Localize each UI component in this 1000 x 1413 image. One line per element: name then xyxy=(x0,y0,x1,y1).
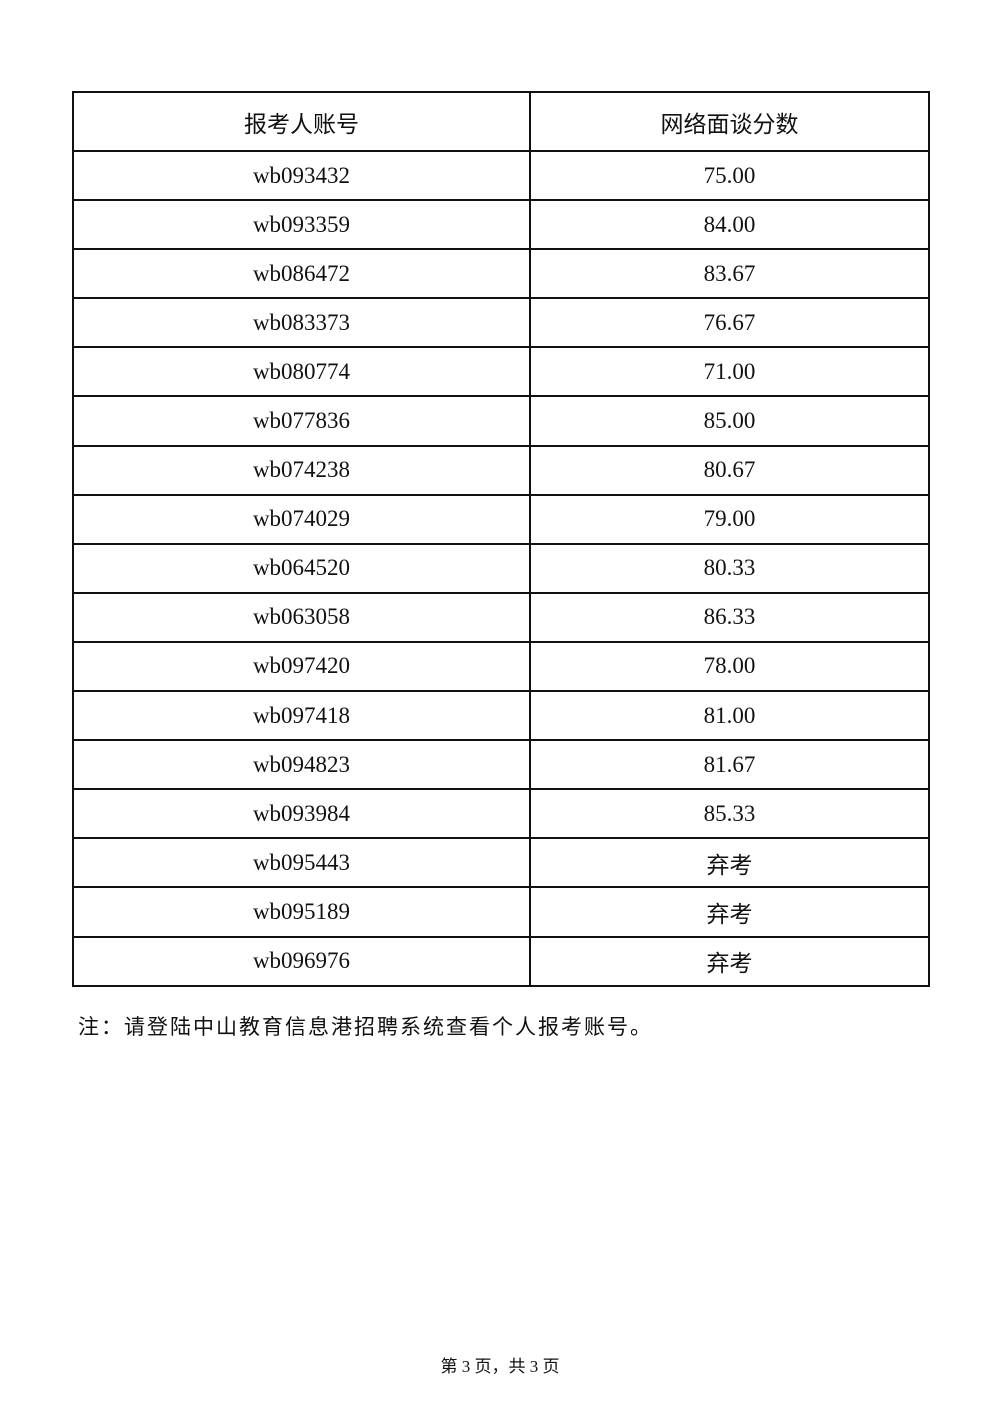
account-cell: wb074238 xyxy=(72,444,531,496)
account-cell: wb096976 xyxy=(72,935,531,987)
account-cell: wb095443 xyxy=(72,837,531,889)
score-table: 报考人账号 网络面谈分数 wb093432 75.00 wb093359 84.00 w… xyxy=(72,91,930,987)
table-row: wb074029 79.00 xyxy=(72,493,930,545)
account-cell: wb063058 xyxy=(72,591,531,643)
table-row: wb095443 弃考 xyxy=(72,837,930,889)
score-cell: 76.67 xyxy=(529,297,930,349)
score-cell: 86.33 xyxy=(529,591,930,643)
account-cell: wb080774 xyxy=(72,346,531,398)
table-row: wb063058 86.33 xyxy=(72,591,930,643)
score-cell: 78.00 xyxy=(529,640,930,693)
score-cell: 79.00 xyxy=(529,493,930,545)
account-cell: wb097418 xyxy=(72,690,531,742)
score-cell: 84.00 xyxy=(529,199,930,251)
account-cell: wb064520 xyxy=(72,542,531,594)
score-cell: 弃考 xyxy=(529,886,930,938)
table-row: wb064520 80.33 xyxy=(72,542,930,594)
header-score: 网络面谈分数 xyxy=(529,91,930,152)
account-cell: wb093984 xyxy=(72,788,531,840)
score-cell: 83.67 xyxy=(529,248,930,300)
table-row: wb093359 84.00 xyxy=(72,199,930,251)
table-row: wb095189 弃考 xyxy=(72,886,930,938)
account-cell: wb093359 xyxy=(72,199,531,251)
score-cell: 85.33 xyxy=(529,788,930,840)
account-cell: wb074029 xyxy=(72,493,531,545)
table-row: wb074238 80.67 xyxy=(72,444,930,496)
score-cell: 81.00 xyxy=(529,690,930,742)
page-footer: 第 3 页，共 3 页 xyxy=(440,1357,560,1376)
account-cell: wb077836 xyxy=(72,395,531,447)
score-cell: 81.67 xyxy=(529,739,930,791)
table-header-row: 报考人账号 网络面谈分数 xyxy=(72,91,930,152)
score-cell: 80.67 xyxy=(529,444,930,496)
account-cell: wb095189 xyxy=(72,886,531,938)
table-row: wb093432 75.00 xyxy=(72,149,930,202)
table-row: wb086472 83.67 xyxy=(72,248,930,300)
account-cell: wb093432 xyxy=(72,149,531,202)
account-cell: wb097420 xyxy=(72,640,531,693)
score-cell: 75.00 xyxy=(529,149,930,202)
score-cell: 弃考 xyxy=(529,837,930,889)
header-account: 报考人账号 xyxy=(72,91,531,152)
account-cell: wb086472 xyxy=(72,248,531,300)
score-cell: 80.33 xyxy=(529,542,930,594)
table-row: wb077836 85.00 xyxy=(72,395,930,447)
table-row: wb080774 71.00 xyxy=(72,346,930,398)
score-cell: 弃考 xyxy=(529,935,930,987)
table-row: wb096976 弃考 xyxy=(72,935,930,987)
account-cell: wb083373 xyxy=(72,297,531,349)
table-row: wb093984 85.33 xyxy=(72,788,930,840)
note-text: 注：请登陆中山教育信息港招聘系统查看个人报考账号。 xyxy=(78,1015,653,1039)
table-row: wb097420 78.00 xyxy=(72,640,930,693)
table-row: wb097418 81.00 xyxy=(72,690,930,742)
table-row: wb083373 76.67 xyxy=(72,297,930,349)
score-cell: 71.00 xyxy=(529,346,930,398)
table-row: wb094823 81.67 xyxy=(72,739,930,791)
score-cell: 85.00 xyxy=(529,395,930,447)
account-cell: wb094823 xyxy=(72,739,531,791)
